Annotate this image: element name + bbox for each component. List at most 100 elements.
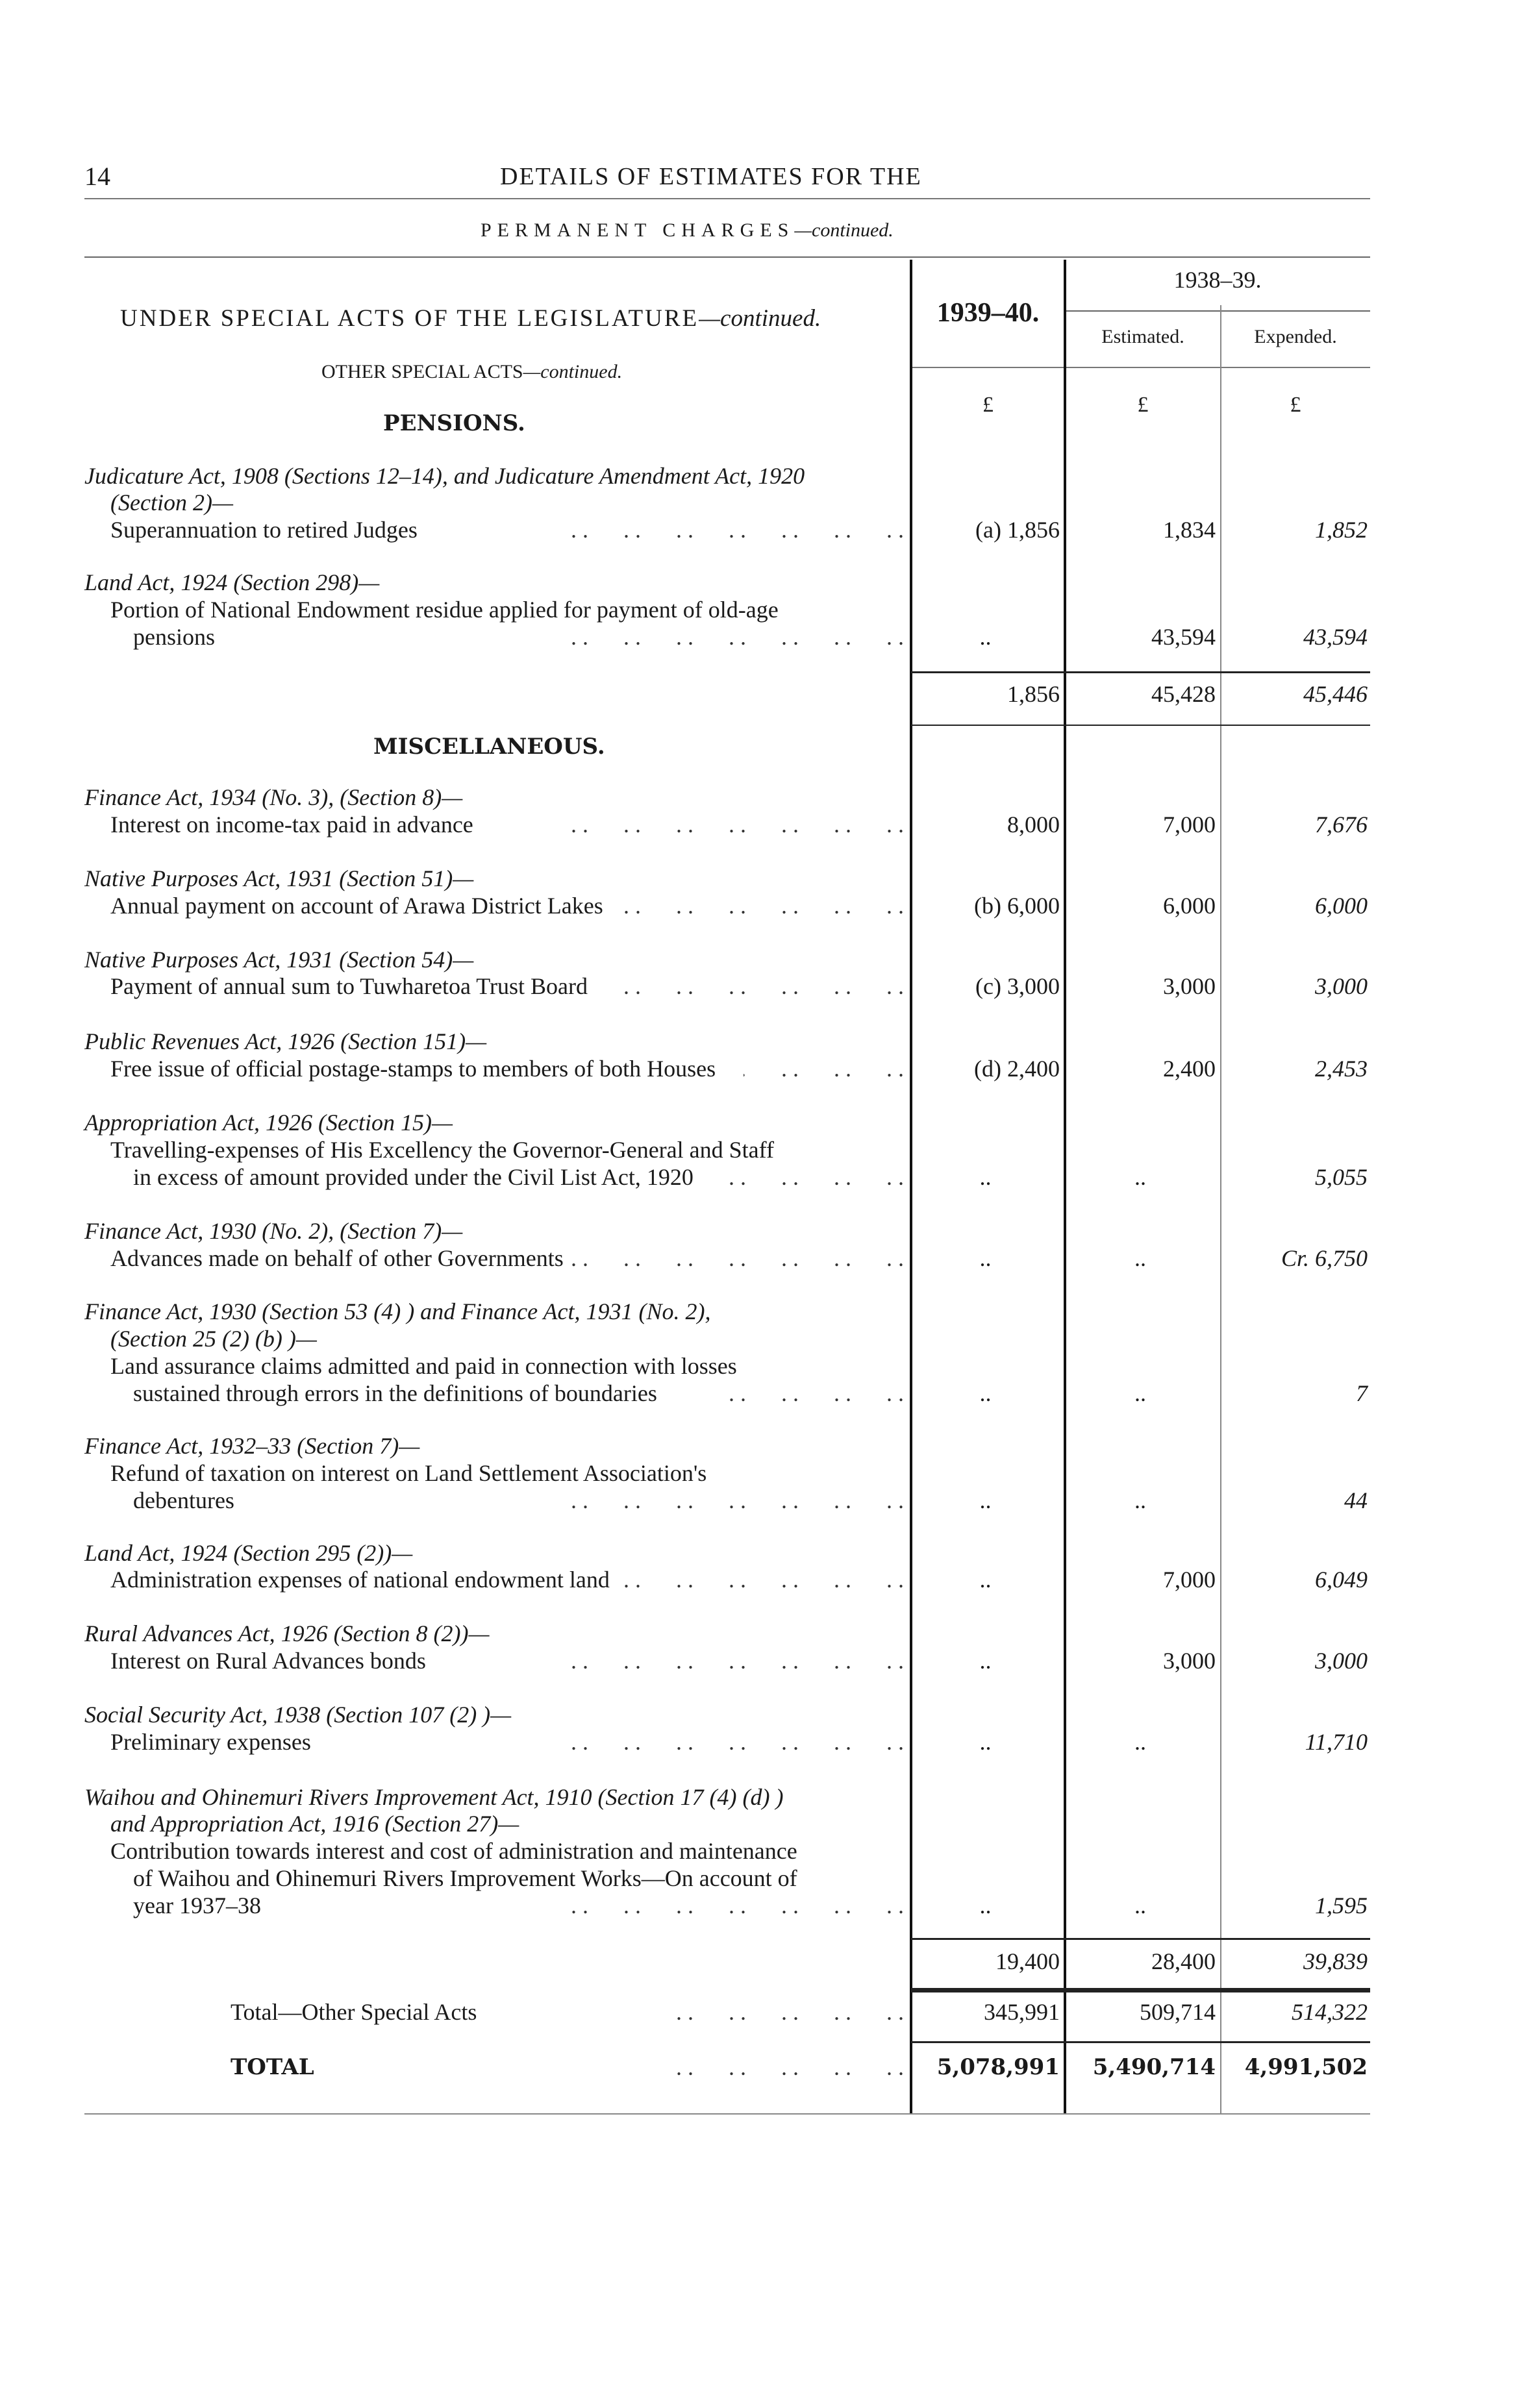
grand-total-v1939: 5,078,991 [936,2054,1060,2080]
section-title-suffix: —continued. [794,219,894,241]
leader-dots: . . . . . . . . . . [676,2054,904,2080]
grand-total-exp: 4,991,502 [1244,2054,1368,2080]
table-top-rule [84,256,1370,258]
col-divider-1 [910,260,912,2113]
act-title: Finance Act, 1930 (No. 2), (Section 7)— [84,1218,463,1244]
entry-12-est: .. [1134,1729,1146,1755]
entry-11-v1939: .. [979,1648,992,1674]
table-left-title: UNDER SPECIAL ACTS OF THE LEGISLATURE—co… [120,305,821,332]
entry-9-exp: 44 [1344,1487,1368,1513]
entry-description: Preliminary expenses [110,1729,311,1755]
entry-9-v1939: .. [979,1487,992,1513]
col-header-estimated: Estimated. [1101,326,1184,347]
entry-11-est: 3,000 [1163,1648,1216,1674]
act-title: Social Security Act, 1938 (Section 107 (… [84,1702,512,1728]
leader-dots: . . . . . . . . . . . . . . [571,1245,904,1271]
entry-3-v1939: (b) 6,000 [974,893,1060,919]
entry-3-est: 6,000 [1163,893,1216,919]
entry-description: pensions [133,624,215,650]
entry-description: of Waihou and Ohinemuri Rivers Improveme… [133,1865,797,1891]
subtotal-pensions-est: 45,428 [1151,681,1216,707]
entry-description: Superannuation to retired Judges [110,517,418,543]
act-title: Finance Act, 1930 (Section 53 (4) ) and … [84,1298,711,1324]
entry-4-v1939: (c) 3,000 [975,973,1060,999]
entry-6-v1939: .. [979,1164,992,1190]
currency-estimated: £ [1137,393,1149,417]
act-title: Waihou and Ohinemuri Rivers Improvement … [84,1784,784,1810]
entry-8-v1939: .. [979,1380,992,1406]
act-title: Appropriation Act, 1926 (Section 15)— [84,1110,453,1136]
entry-0-exp: 1,852 [1315,517,1368,543]
entry-0-v1939: (a) 1,856 [975,517,1060,543]
leader-dots: . . . . . . . . . . . . . . [588,973,904,999]
act-title: Land Act, 1924 (Section 298)— [84,569,380,595]
left-title-suffix: —continued. [699,305,821,332]
entry-description: year 1937–38 [133,1893,261,1918]
entry-description: Land assurance claims admitted and paid … [110,1353,737,1379]
entry-10-exp: 6,049 [1315,1567,1368,1593]
entry-description: sustained through errors in the definiti… [133,1380,657,1406]
entry-10-v1939: .. [979,1567,992,1593]
running-title: DETAILS OF ESTIMATES FOR THE [500,163,922,190]
act-title: (Section 25 (2) (b) )— [110,1326,317,1352]
entry-description: Administration expenses of national endo… [110,1567,610,1593]
subheading-text: OTHER SPECIAL ACTS [321,361,523,382]
entry-5-exp: 2,453 [1315,1056,1368,1082]
leader-dots: . . . . . . . . . . . . . . [623,1567,904,1593]
act-title: Judicature Act, 1908 (Sections 12–14), a… [84,463,805,489]
entry-1-v1939: .. [979,624,992,650]
act-title: Rural Advances Act, 1926 (Section 8 (2))… [84,1620,490,1646]
entry-13-exp: 1,595 [1315,1893,1368,1918]
col-header-expended: Expended. [1254,326,1337,347]
col-group-rule [1065,310,1370,312]
entry-2-exp: 7,676 [1315,812,1368,838]
entry-5-v1939: (d) 2,400 [974,1056,1060,1082]
currency-1939: £ [982,393,994,417]
entry-13-v1939: .. [979,1893,992,1918]
entry-11-exp: 3,000 [1315,1648,1368,1674]
subtotal-pensions-v1939: 1,856 [1007,681,1060,707]
total-other-v1939: 345,991 [984,1999,1060,2025]
entry-6-est: .. [1134,1164,1146,1190]
act-title: Land Act, 1924 (Section 295 (2))— [84,1540,413,1566]
entry-7-v1939: .. [979,1245,992,1271]
subtotal-pensions-exp: 45,446 [1303,681,1368,707]
entry-description: in excess of amount provided under the C… [133,1164,694,1190]
entry-description: Free issue of official postage-stamps to… [110,1056,716,1082]
section-title-text: PERMANENT CHARGES [481,219,795,241]
total-rule [911,1938,1370,1940]
currency-expended: £ [1290,393,1301,417]
entry-4-exp: 3,000 [1315,973,1368,999]
page-number: 14 [84,162,110,191]
entry-description: Annual payment on account of Arawa Distr… [110,893,603,919]
leader-dots: . . . . . . . . . . . . . . [571,812,904,838]
leader-dots: . . . . . . . . . . . . . . [729,1380,904,1406]
entry-description: Advances made on behalf of other Governm… [110,1245,564,1271]
section-heading-miscellaneous: MISCELLANEOUS. [373,734,605,760]
leader-dots: . . . . . . . . . . . . . . [571,1487,904,1513]
entry-description: Travelling-expenses of His Excellency th… [110,1137,774,1163]
col-header-1939: 1939–40. [936,298,1040,328]
entry-12-exp: 11,710 [1305,1729,1368,1755]
entry-3-exp: 6,000 [1315,893,1368,919]
entry-10-est: 7,000 [1163,1567,1216,1593]
entry-7-est: .. [1134,1245,1146,1271]
section-title: PERMANENT CHARGES—continued. [481,219,894,242]
total-rule [911,1988,1370,1992]
entry-description: debentures [133,1487,234,1513]
total-other-special-acts-label: Total—Other Special Acts [231,1999,477,2025]
leader-dots: . . . . . . . . . . . . . . [729,1164,904,1190]
entry-description: Interest on Rural Advances bonds [110,1648,426,1674]
act-title: (Section 2)— [110,490,233,515]
entry-0-est: 1,834 [1163,517,1216,543]
act-title: Native Purposes Act, 1931 (Section 51)— [84,865,474,891]
act-title: and Appropriation Act, 1916 (Section 27)… [110,1811,519,1837]
leader-dots: . . . . . . . . . . [676,1999,904,2025]
total-rule [911,671,1370,673]
section-heading-pensions: PENSIONS. [383,410,525,436]
act-title: Finance Act, 1932–33 (Section 7)— [84,1433,420,1459]
subheading-suffix: —continued. [523,361,623,382]
subtotal-miscellaneous-v1939: 19,400 [995,1948,1060,1974]
entry-2-est: 7,000 [1163,812,1216,838]
grand-total-label: TOTAL [231,2054,314,2080]
